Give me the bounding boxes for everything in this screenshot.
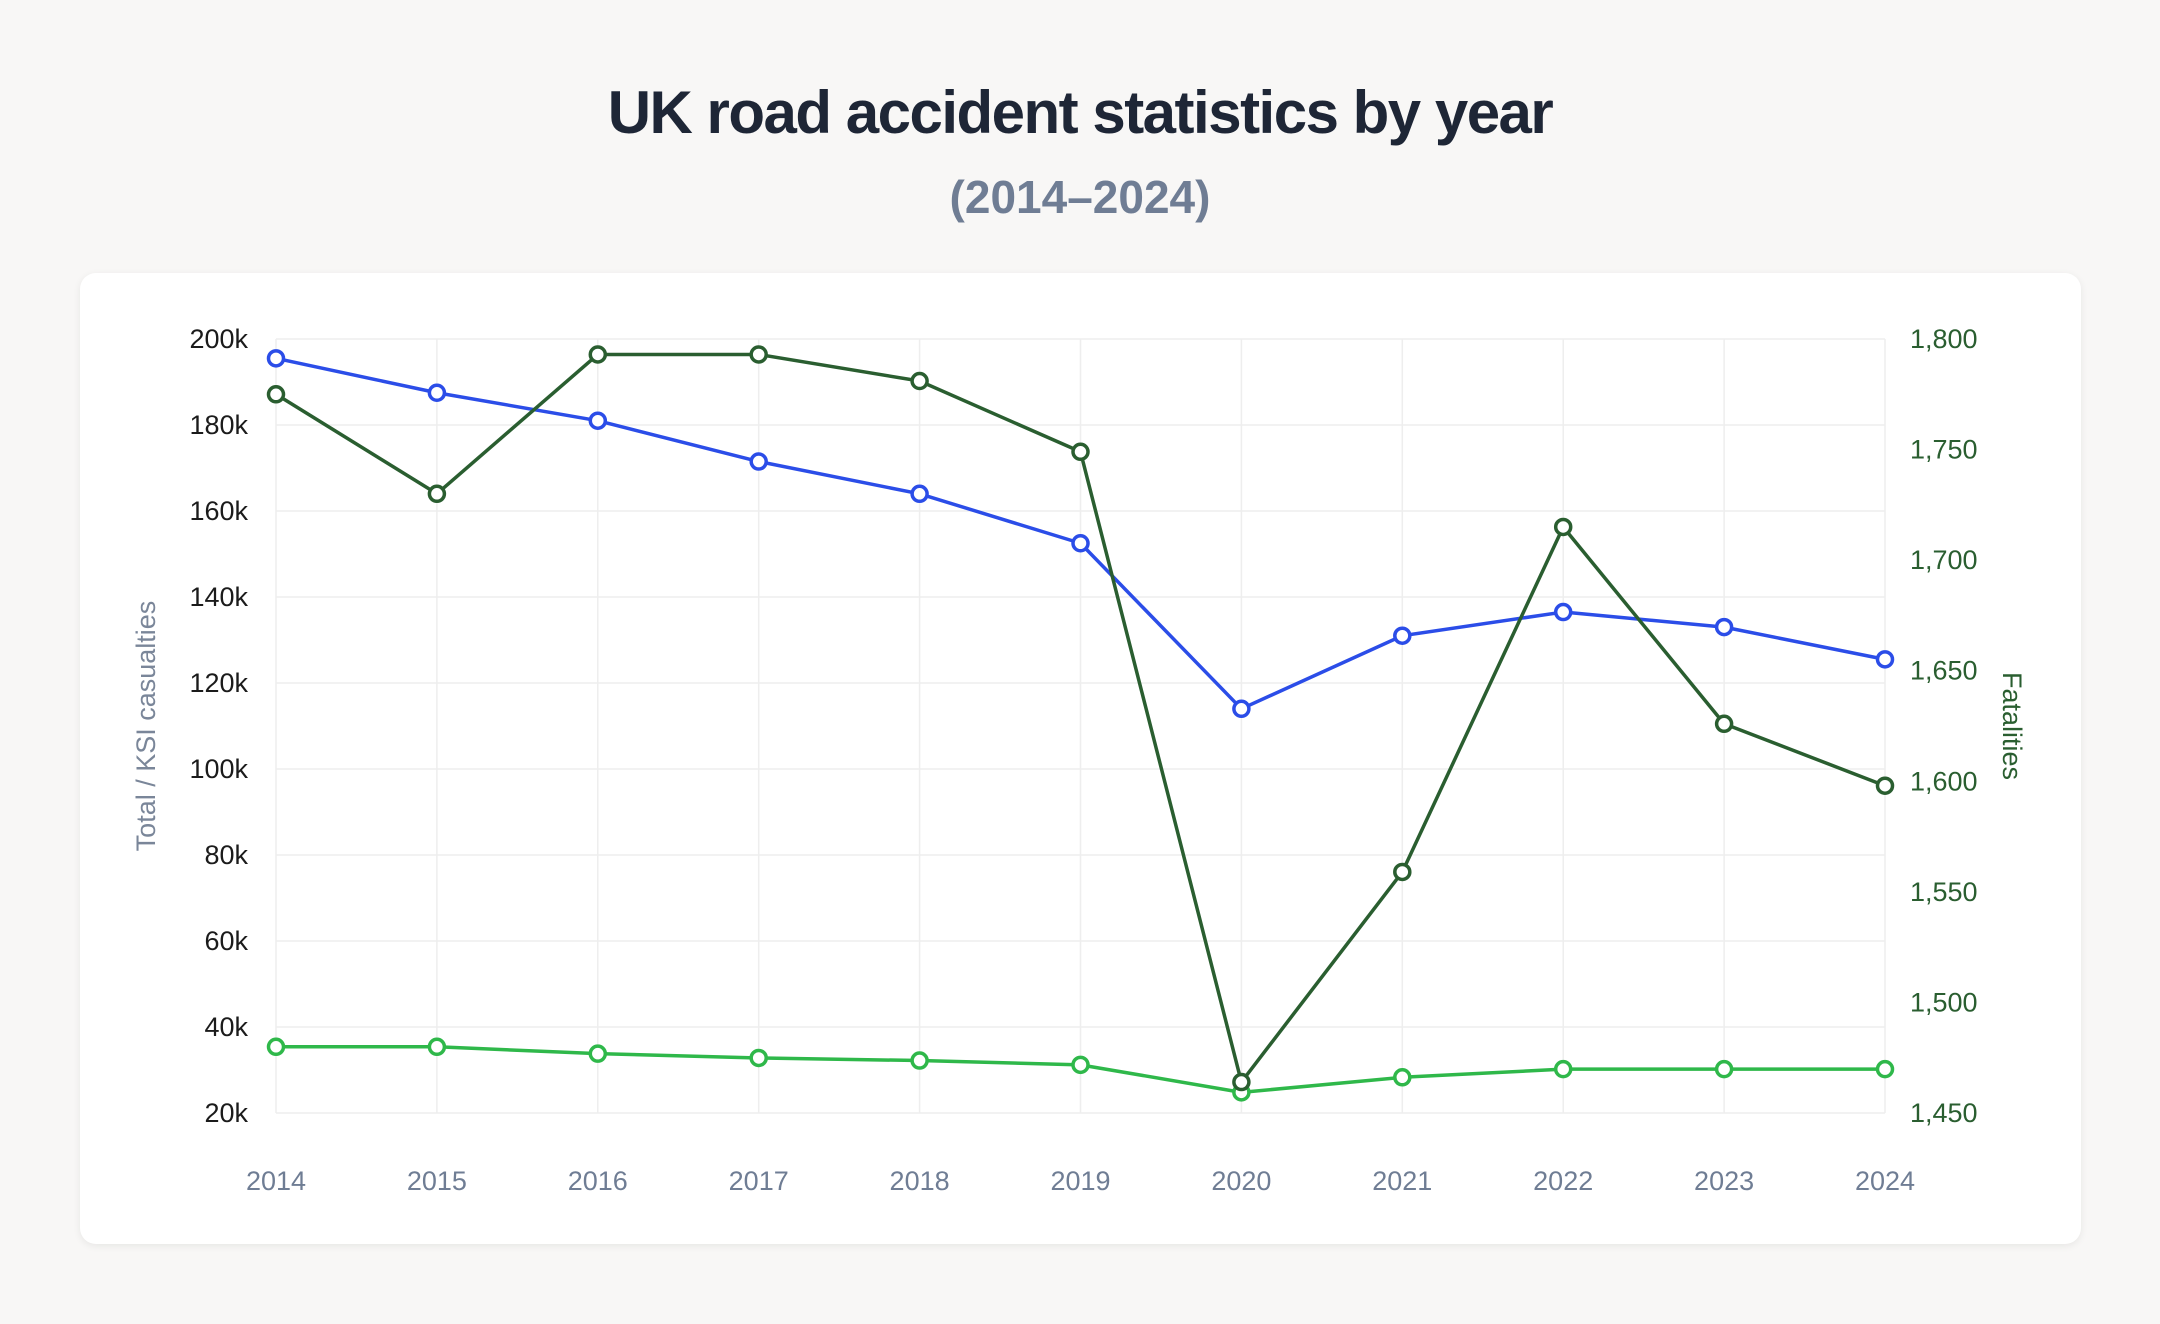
data-point xyxy=(1553,517,1573,537)
data-point xyxy=(1875,650,1895,669)
data-point xyxy=(427,484,447,504)
x-tick-label: 2024 xyxy=(1855,1166,1915,1196)
x-tick-label: 2018 xyxy=(890,1166,950,1196)
data-point xyxy=(910,371,929,391)
data-point xyxy=(1714,1059,1734,1079)
y-left-tick-label: 80k xyxy=(204,840,248,870)
y-left-tick-label: 160k xyxy=(189,496,248,526)
x-tick-label: 2020 xyxy=(1211,1166,1271,1196)
data-point xyxy=(427,383,447,402)
x-tick-label: 2015 xyxy=(407,1166,467,1196)
data-point xyxy=(266,385,286,404)
data-point xyxy=(749,1048,768,1068)
series-2 xyxy=(266,345,1895,1092)
y-right-tick-label: 1,650 xyxy=(1910,656,1978,686)
y-right-tick-label: 1,600 xyxy=(1910,766,1978,796)
data-point xyxy=(1232,699,1251,719)
data-point xyxy=(910,1051,929,1070)
data-point xyxy=(749,345,768,364)
x-tick-label: 2021 xyxy=(1372,1166,1432,1196)
x-tick-label: 2016 xyxy=(568,1166,628,1196)
data-point xyxy=(749,452,768,471)
data-point xyxy=(1071,442,1090,462)
data-point xyxy=(588,1044,608,1063)
data-point xyxy=(1232,1072,1251,1092)
y-left-tick-label: 140k xyxy=(189,582,248,612)
chart-title: UK road accident statistics by year xyxy=(607,79,1554,146)
data-point xyxy=(910,484,929,504)
data-point xyxy=(1393,862,1412,882)
y-left-tick-label: 120k xyxy=(189,668,248,698)
data-point xyxy=(1875,1059,1895,1079)
x-tick-label: 2022 xyxy=(1533,1166,1593,1196)
y-left-tick-label: 60k xyxy=(204,926,248,956)
data-point xyxy=(588,345,608,364)
x-tick-label: 2014 xyxy=(246,1166,306,1196)
data-point xyxy=(1071,534,1090,553)
data-point xyxy=(1714,617,1734,637)
y-right-tick-label: 1,750 xyxy=(1910,435,1978,465)
y-right-tick-label: 1,700 xyxy=(1910,545,1978,575)
y-left-tick-label: 20k xyxy=(204,1098,248,1128)
data-point xyxy=(1393,626,1412,645)
series-0 xyxy=(266,349,1895,719)
data-point xyxy=(266,349,286,368)
chart-subtitle: (2014–2024) xyxy=(949,171,1211,223)
data-point xyxy=(266,1037,286,1057)
data-point xyxy=(427,1037,447,1057)
y-right-tick-label: 1,800 xyxy=(1910,324,1978,354)
data-point xyxy=(588,411,608,430)
data-point xyxy=(1875,776,1895,795)
data-point xyxy=(1393,1068,1412,1087)
y-left-tick-label: 180k xyxy=(189,410,248,440)
y-right-tick-label: 1,450 xyxy=(1910,1098,1978,1128)
x-tick-label: 2019 xyxy=(1050,1166,1110,1196)
data-point xyxy=(1553,1059,1573,1079)
y-left-tick-label: 100k xyxy=(189,754,248,784)
y-right-axis-label: Fatalities xyxy=(1997,672,2027,780)
y-left-tick-label: 200k xyxy=(189,324,248,354)
y-left-tick-label: 40k xyxy=(204,1012,248,1042)
y-right-tick-label: 1,550 xyxy=(1910,877,1978,907)
y-right-tick-label: 1,500 xyxy=(1910,987,1978,1017)
x-tick-label: 2017 xyxy=(729,1166,789,1196)
x-tick-label: 2023 xyxy=(1694,1166,1754,1196)
y-left-axis-label: Total / KSI casualties xyxy=(131,601,161,852)
data-point xyxy=(1714,714,1734,734)
data-point xyxy=(1553,602,1573,622)
data-point xyxy=(1071,1055,1090,1075)
